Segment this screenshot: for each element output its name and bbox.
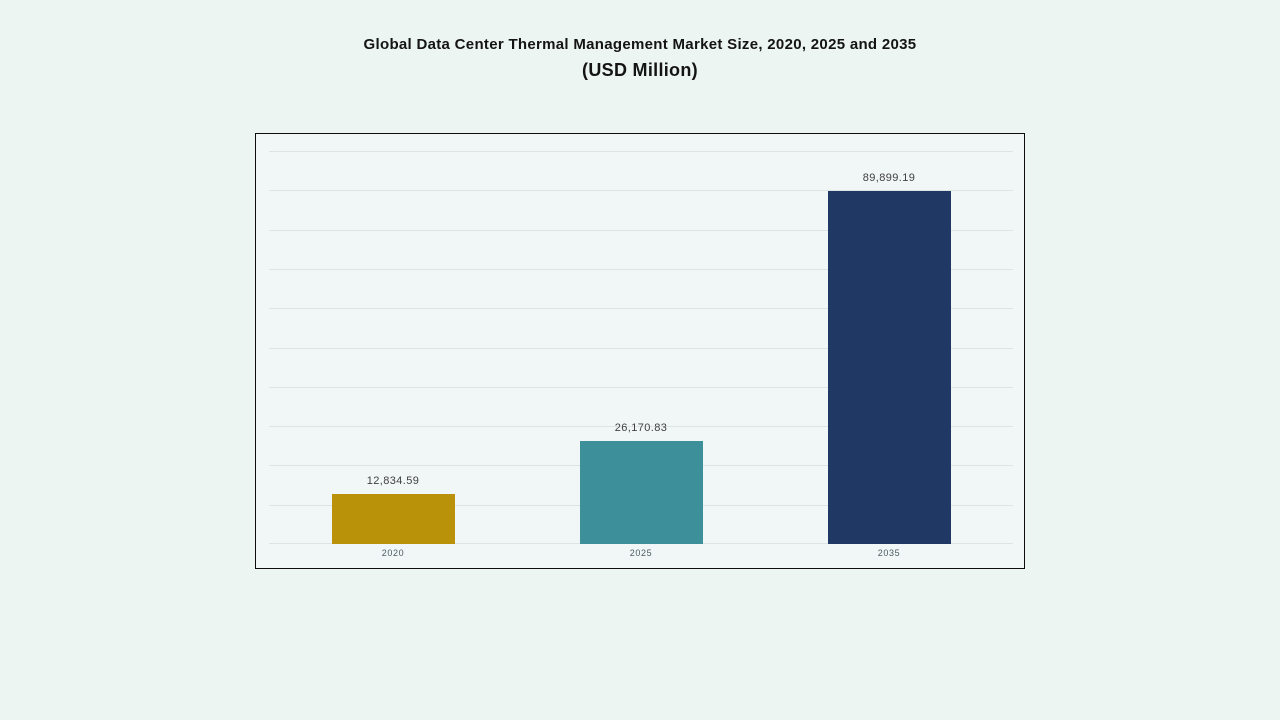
x-axis-labels: 2020 2025 2035 (269, 548, 1013, 558)
bar-slot-2025: 26,170.83 (517, 151, 765, 544)
bar-value-label-2020: 12,834.59 (366, 474, 420, 487)
chart-title-line2: (USD Million) (582, 60, 698, 80)
bar-slot-2035: 89,899.19 (765, 151, 1013, 544)
bar-value-label-2035: 89,899.19 (862, 171, 916, 184)
bar-2020 (331, 493, 455, 544)
bar-2025 (579, 441, 703, 544)
bar-slot-2020: 12,834.59 (269, 151, 517, 544)
x-axis-label-2020: 2020 (381, 548, 405, 558)
bar-value-label-2025: 26,170.83 (614, 422, 668, 435)
x-axis-label-2025: 2025 (629, 548, 653, 558)
x-axis-label-2035: 2035 (877, 548, 901, 558)
bars: 12,834.59 26,170.83 89,899.19 (269, 151, 1013, 544)
chart-frame: 12,834.59 26,170.83 89,899.19 2020 2025 2035 (255, 133, 1025, 569)
bar-2035 (827, 190, 951, 544)
plot-area: 12,834.59 26,170.83 89,899.19 (269, 151, 1013, 544)
chart-title-line1: Global Data Center Thermal Management Ma… (363, 36, 917, 53)
chart-title: Global Data Center Thermal Management Ma… (0, 36, 1280, 81)
